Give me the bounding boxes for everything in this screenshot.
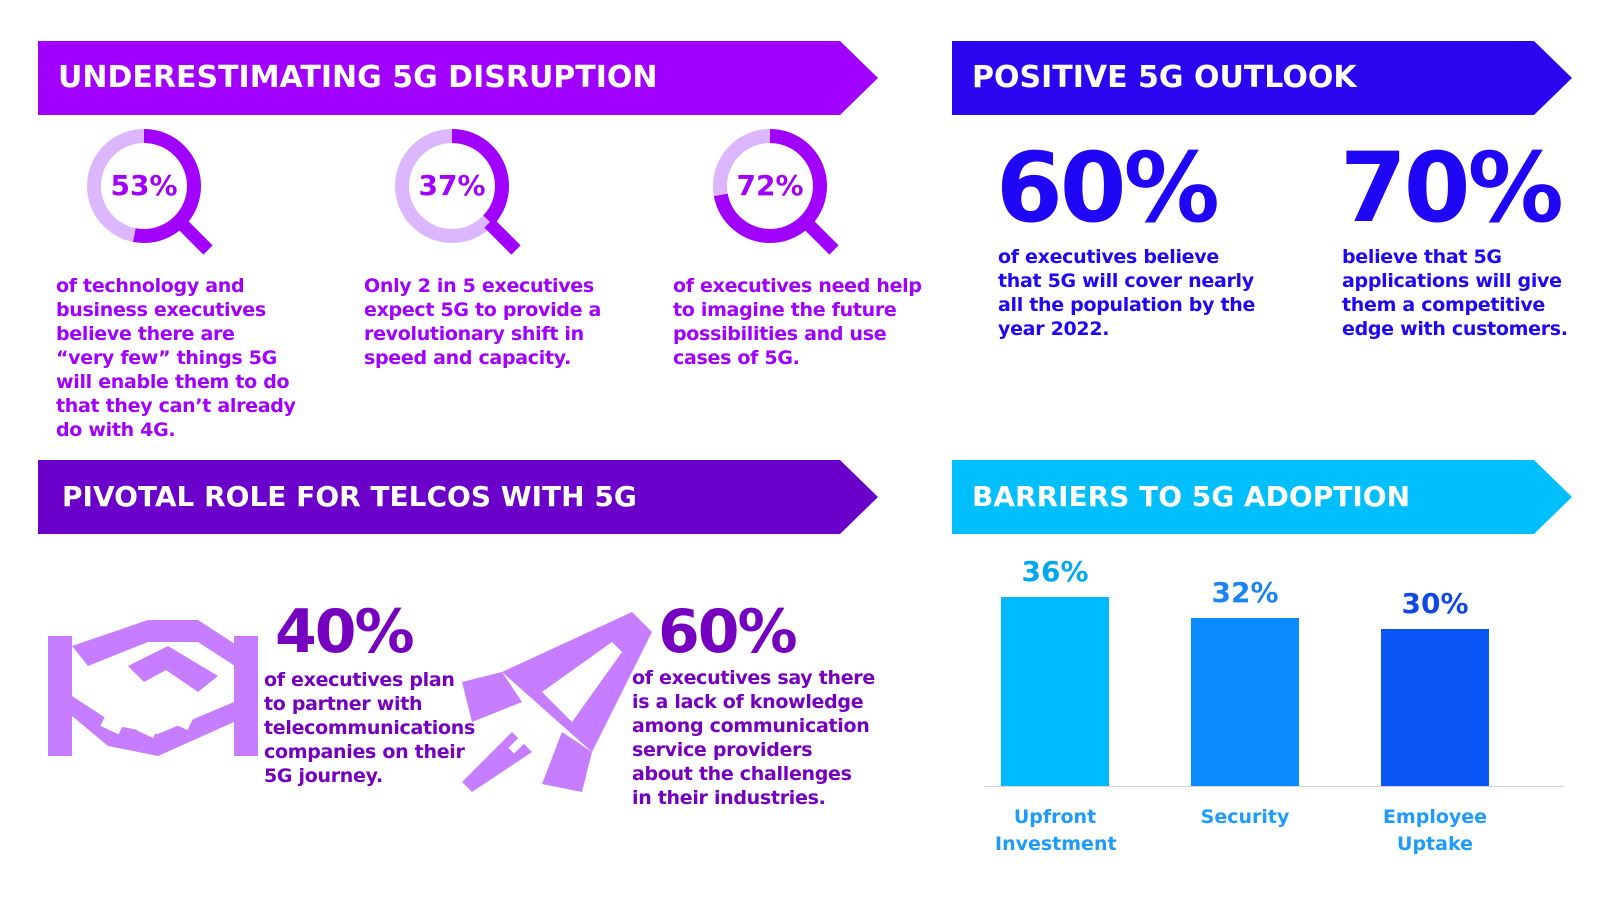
- outlook-stat-value: 70%: [1340, 132, 1564, 244]
- banner-title: POSITIVE 5G OUTLOOK: [972, 60, 1357, 95]
- magnifier-stat-72: 72%: [712, 128, 852, 268]
- magnifier-icon: [87, 129, 213, 255]
- banner-title: PIVOTAL ROLE FOR TELCOS WITH 5G: [62, 480, 637, 513]
- stat-description: of technology and business executives be…: [56, 275, 296, 441]
- barriers-bar-chart: 36% 32% 30% Upfront Investment Security …: [980, 540, 1570, 870]
- outlook-stat-value: 60%: [996, 132, 1220, 244]
- magnifier-stat-37: 37%: [394, 128, 534, 268]
- outlook-stat-description: believe that 5G applications will give t…: [1342, 246, 1568, 340]
- bar-employee-uptake: [1381, 628, 1489, 786]
- stat-description: Only 2 in 5 executives expect 5G to prov…: [364, 275, 602, 369]
- magnifier-icon: [713, 129, 839, 255]
- banner-barriers: BARRIERS TO 5G ADOPTION: [952, 460, 1572, 534]
- chart-baseline: [984, 786, 1564, 787]
- telco-stat-description: of executives say there is a lack of kno…: [632, 667, 875, 809]
- magnifier-icon: [395, 129, 521, 255]
- telco-stat-value: 60%: [658, 597, 798, 667]
- bar-value-label: 32%: [1211, 576, 1279, 609]
- category-label: Employee Uptake: [1382, 806, 1488, 855]
- banner-arrow-shape: [952, 41, 1572, 115]
- banner-positive-outlook: POSITIVE 5G OUTLOOK: [952, 41, 1572, 115]
- category-label: Security: [1200, 806, 1290, 828]
- outlook-stat-description: of executives believe that 5G will cover…: [998, 246, 1256, 340]
- banner-title: UNDERESTIMATING 5G DISRUPTION: [58, 60, 658, 95]
- banner-arrow-shape: [38, 460, 878, 534]
- handshake-icon: [48, 620, 258, 756]
- telco-stat-description: of executives plan to partner with telec…: [264, 669, 476, 787]
- category-label: Upfront Investment: [995, 806, 1117, 855]
- stat-percent: 37%: [418, 169, 486, 202]
- banner-arrow-shape: [952, 460, 1572, 534]
- stat-description: of executives need help to imagine the f…: [673, 275, 922, 369]
- stat-percent: 72%: [736, 169, 804, 202]
- stat-percent: 53%: [110, 169, 178, 202]
- bar-security: [1191, 618, 1299, 786]
- telco-stat-value: 40%: [275, 597, 415, 667]
- banner-pivotal-role: PIVOTAL ROLE FOR TELCOS WITH 5G: [38, 460, 878, 534]
- magnifier-stat-53: 53%: [86, 128, 226, 268]
- rocket-icon: [462, 612, 652, 792]
- banner-underestimating-disruption: UNDERESTIMATING 5G DISRUPTION: [38, 41, 878, 115]
- bar-upfront-investment: [1001, 597, 1109, 786]
- bar-value-label: 36%: [1021, 555, 1089, 588]
- banner-title: BARRIERS TO 5G ADOPTION: [972, 480, 1411, 513]
- bar-value-label: 30%: [1401, 586, 1469, 620]
- banner-arrow-shape: [38, 41, 878, 115]
